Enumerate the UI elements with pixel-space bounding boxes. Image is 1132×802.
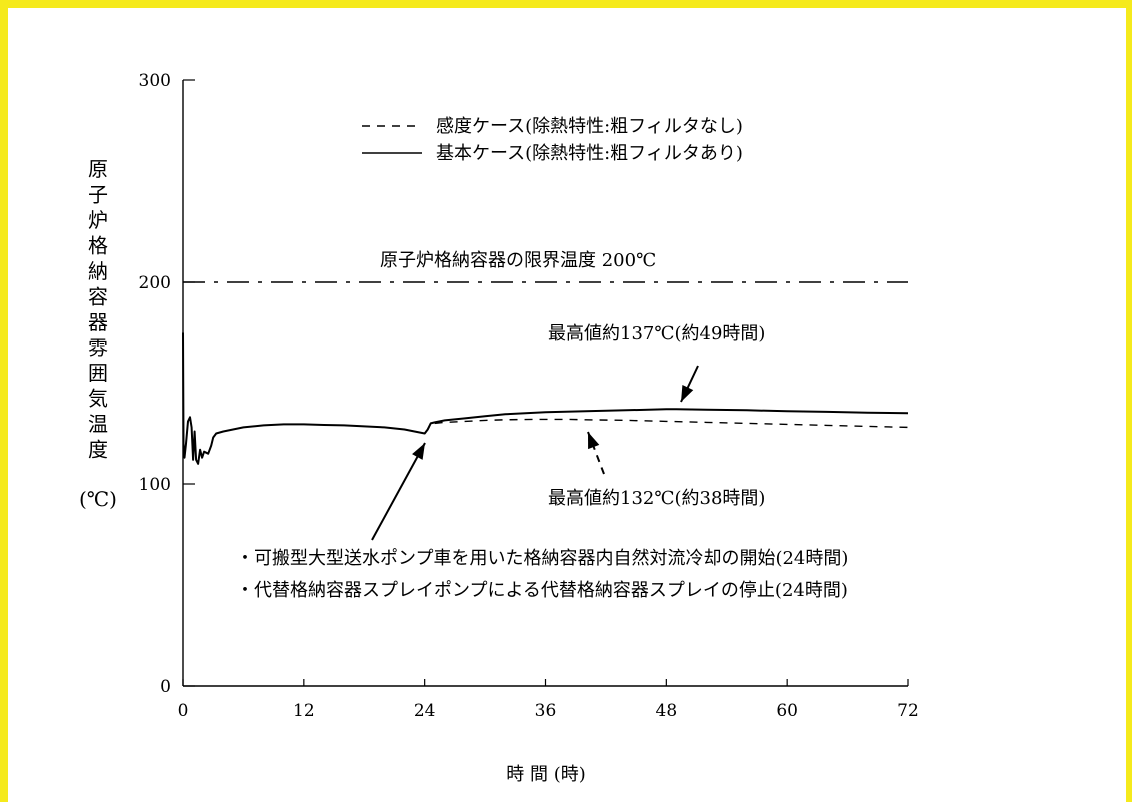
- y-tick-label: 200: [139, 273, 171, 293]
- x-tick-label: 48: [656, 701, 678, 721]
- y-tick-label: 300: [139, 71, 171, 91]
- legend: 感度ケース(除熱特性:粗フィルタなし) 基本ケース(除熱特性:粗フィルタあり): [362, 116, 743, 164]
- series-group: [182, 281, 909, 465]
- x-axis-label: 時 間 (時): [506, 764, 586, 785]
- series-line-base: [182, 332, 909, 465]
- x-tick-label: 60: [776, 701, 798, 721]
- annotation-arrows: [371, 365, 699, 541]
- x-tick-label: 0: [178, 701, 189, 721]
- annotation-event-1: ・可搬型大型送水ポンプ車を用いた格納容器内自然対流冷却の開始(24時間): [236, 548, 848, 569]
- series-line-sensitivity: [424, 418, 909, 434]
- y-tick-label: 0: [160, 677, 171, 697]
- arrow-event: [371, 442, 426, 541]
- annotation-event-2: ・代替格納容器スプレイポンプによる代替格納容器スプレイの停止(24時間): [236, 580, 848, 601]
- y-axis-unit: (℃): [79, 487, 117, 511]
- x-tick-label: 36: [535, 701, 557, 721]
- x-tick-label: 24: [414, 701, 436, 721]
- y-axis-label: 原子炉格納容器雰囲気温度: [88, 157, 108, 462]
- annotation-max-sensitivity: 最高値約132℃(約38時間): [548, 488, 765, 509]
- limit-line-label: 原子炉格納容器の限界温度 200℃: [380, 250, 656, 271]
- arrow-max-base-head: [681, 384, 694, 402]
- tick-group: 0 12 24 36 48 60 72 0 100 200 300: [139, 71, 919, 721]
- annotation-max-base: 最高値約137℃(約49時間): [548, 323, 765, 344]
- legend-label-base: 基本ケース(除熱特性:粗フィルタあり): [436, 143, 743, 164]
- legend-label-sensitivity: 感度ケース(除熱特性:粗フィルタなし): [436, 116, 743, 137]
- arrow-event-head: [412, 443, 425, 460]
- x-tick-label: 72: [897, 701, 919, 721]
- y-tick-label: 100: [139, 475, 171, 495]
- x-tick-label: 12: [293, 701, 315, 721]
- arrow-max-sensitivity-head: [588, 432, 600, 450]
